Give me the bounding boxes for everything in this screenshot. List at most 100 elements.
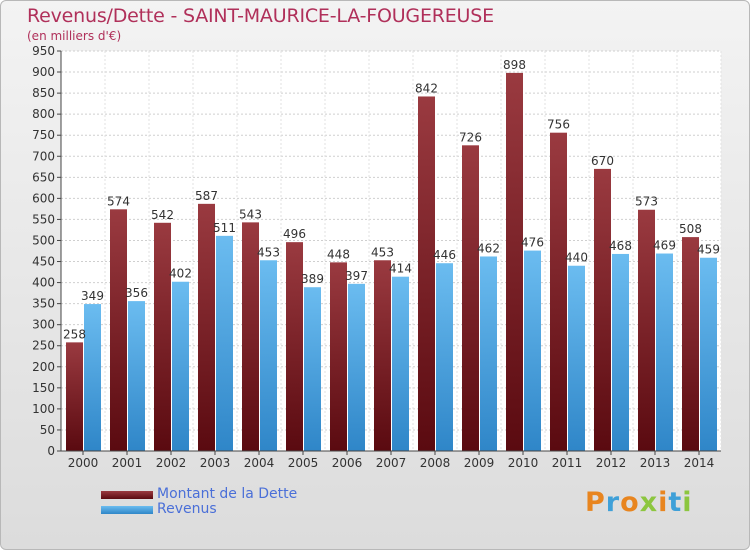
data-label-dette: 258 [63, 327, 86, 341]
data-label-dette: 508 [679, 222, 702, 236]
chart-subtitle: (en milliers d'€) [27, 29, 122, 43]
labels-layer: 2583495743565424025875115434534963894483… [63, 58, 720, 341]
y-tick-label: 800 [32, 107, 55, 121]
x-tick-label: 2000 [68, 456, 99, 470]
chart-title: Revenus/Dette - SAINT-MAURICE-LA-FOUGERE… [27, 5, 494, 27]
bar-dette [242, 222, 259, 451]
data-label-revenus: 402 [169, 267, 192, 281]
bar-dette [330, 262, 347, 451]
bar-dette [110, 209, 127, 451]
data-label-dette: 573 [635, 195, 658, 209]
x-tick-label: 2010 [508, 456, 539, 470]
y-tick-label: 350 [32, 297, 55, 311]
data-label-dette: 542 [151, 208, 174, 222]
data-label-revenus: 440 [565, 251, 588, 265]
data-label-dette: 898 [503, 58, 526, 72]
y-tick-label: 100 [32, 402, 55, 416]
bar-dette [594, 168, 611, 452]
x-tick-label: 2006 [332, 456, 363, 470]
bar-revenus [84, 304, 101, 451]
data-label-revenus: 349 [81, 289, 104, 303]
legend-swatch-dette [101, 490, 153, 499]
data-label-dette: 670 [591, 154, 614, 168]
y-tick-label: 650 [32, 170, 55, 184]
x-tick-label: 2014 [684, 456, 715, 470]
legend-swatch-revenus [101, 505, 153, 514]
bar-dette [638, 209, 655, 451]
logo-letter: P [585, 487, 606, 518]
x-tick-label: 2012 [596, 456, 627, 470]
bar-dette [374, 260, 391, 451]
bar-dette [198, 203, 215, 451]
x-tick-label: 2001 [112, 456, 143, 470]
bar-revenus [348, 283, 365, 451]
bar-revenus [480, 256, 497, 451]
bar-revenus [128, 301, 145, 451]
bar-revenus [524, 250, 541, 451]
bar-revenus [612, 253, 629, 451]
x-tick-label: 2011 [552, 456, 583, 470]
y-tick-label: 700 [32, 149, 55, 163]
bar-dette [66, 342, 83, 451]
y-tick-label: 750 [32, 128, 55, 142]
y-tick-label: 400 [32, 276, 55, 290]
data-label-dette: 453 [371, 245, 394, 259]
logo-letter: x [639, 487, 659, 518]
y-tick-label: 0 [47, 444, 55, 458]
bar-dette [550, 132, 567, 451]
y-tick-label: 450 [32, 255, 55, 269]
bar-dette [154, 222, 171, 451]
x-tick-label: 2003 [200, 456, 231, 470]
data-label-revenus: 389 [301, 272, 324, 286]
data-label-dette: 496 [283, 227, 306, 241]
data-label-revenus: 356 [125, 286, 148, 300]
y-tick-label: 50 [40, 423, 55, 437]
bar-revenus [436, 263, 453, 451]
bar-dette [506, 72, 523, 451]
y-tick-label: 600 [32, 191, 55, 205]
data-label-revenus: 414 [389, 262, 412, 276]
bar-revenus [216, 235, 233, 451]
x-tick-label: 2002 [156, 456, 187, 470]
y-tick-label: 150 [32, 381, 55, 395]
y-tick-label: 850 [32, 86, 55, 100]
legend-label-dette: Montant de la Dette [157, 486, 298, 502]
logo-letter: i [682, 487, 693, 518]
data-label-dette: 543 [239, 207, 262, 221]
data-label-dette: 574 [107, 194, 130, 208]
bar-dette [418, 96, 435, 451]
data-label-revenus: 453 [257, 245, 280, 259]
x-tick-label: 2009 [464, 456, 495, 470]
logo-letter: r [605, 487, 621, 518]
bar-revenus [260, 260, 277, 451]
legend-item-dette: Montant de la Dette [101, 487, 297, 502]
y-tick-label: 950 [32, 44, 55, 58]
bar-revenus [304, 287, 321, 451]
legend-item-revenus: Revenus [101, 502, 297, 517]
data-label-revenus: 397 [345, 269, 368, 283]
bar-dette [462, 145, 479, 451]
data-label-revenus: 459 [697, 243, 720, 257]
logo-letter: t [668, 487, 683, 518]
bars-layer [66, 72, 717, 452]
logo-letter: i [658, 487, 669, 518]
bar-revenus [656, 253, 673, 451]
y-tick-label: 250 [32, 339, 55, 353]
axis-layer: 0 50 100 150 200 250 300 350 400 450 500 550 600 650 7… [32, 44, 721, 470]
x-tick-label: 2007 [376, 456, 407, 470]
y-tick-label: 500 [32, 233, 55, 247]
logo-letter: o [620, 487, 640, 518]
bar-dette [682, 237, 699, 451]
data-label-dette: 842 [415, 81, 438, 95]
data-label-dette: 587 [195, 189, 218, 203]
legend-label-revenus: Revenus [157, 501, 217, 517]
x-tick-label: 2008 [420, 456, 451, 470]
data-label-revenus: 476 [521, 236, 544, 250]
data-label-dette: 726 [459, 130, 482, 144]
proxiti-logo: Proxiti [585, 487, 693, 518]
bar-revenus [392, 276, 409, 451]
y-tick-label: 900 [32, 65, 55, 79]
y-tick-label: 200 [32, 360, 55, 374]
